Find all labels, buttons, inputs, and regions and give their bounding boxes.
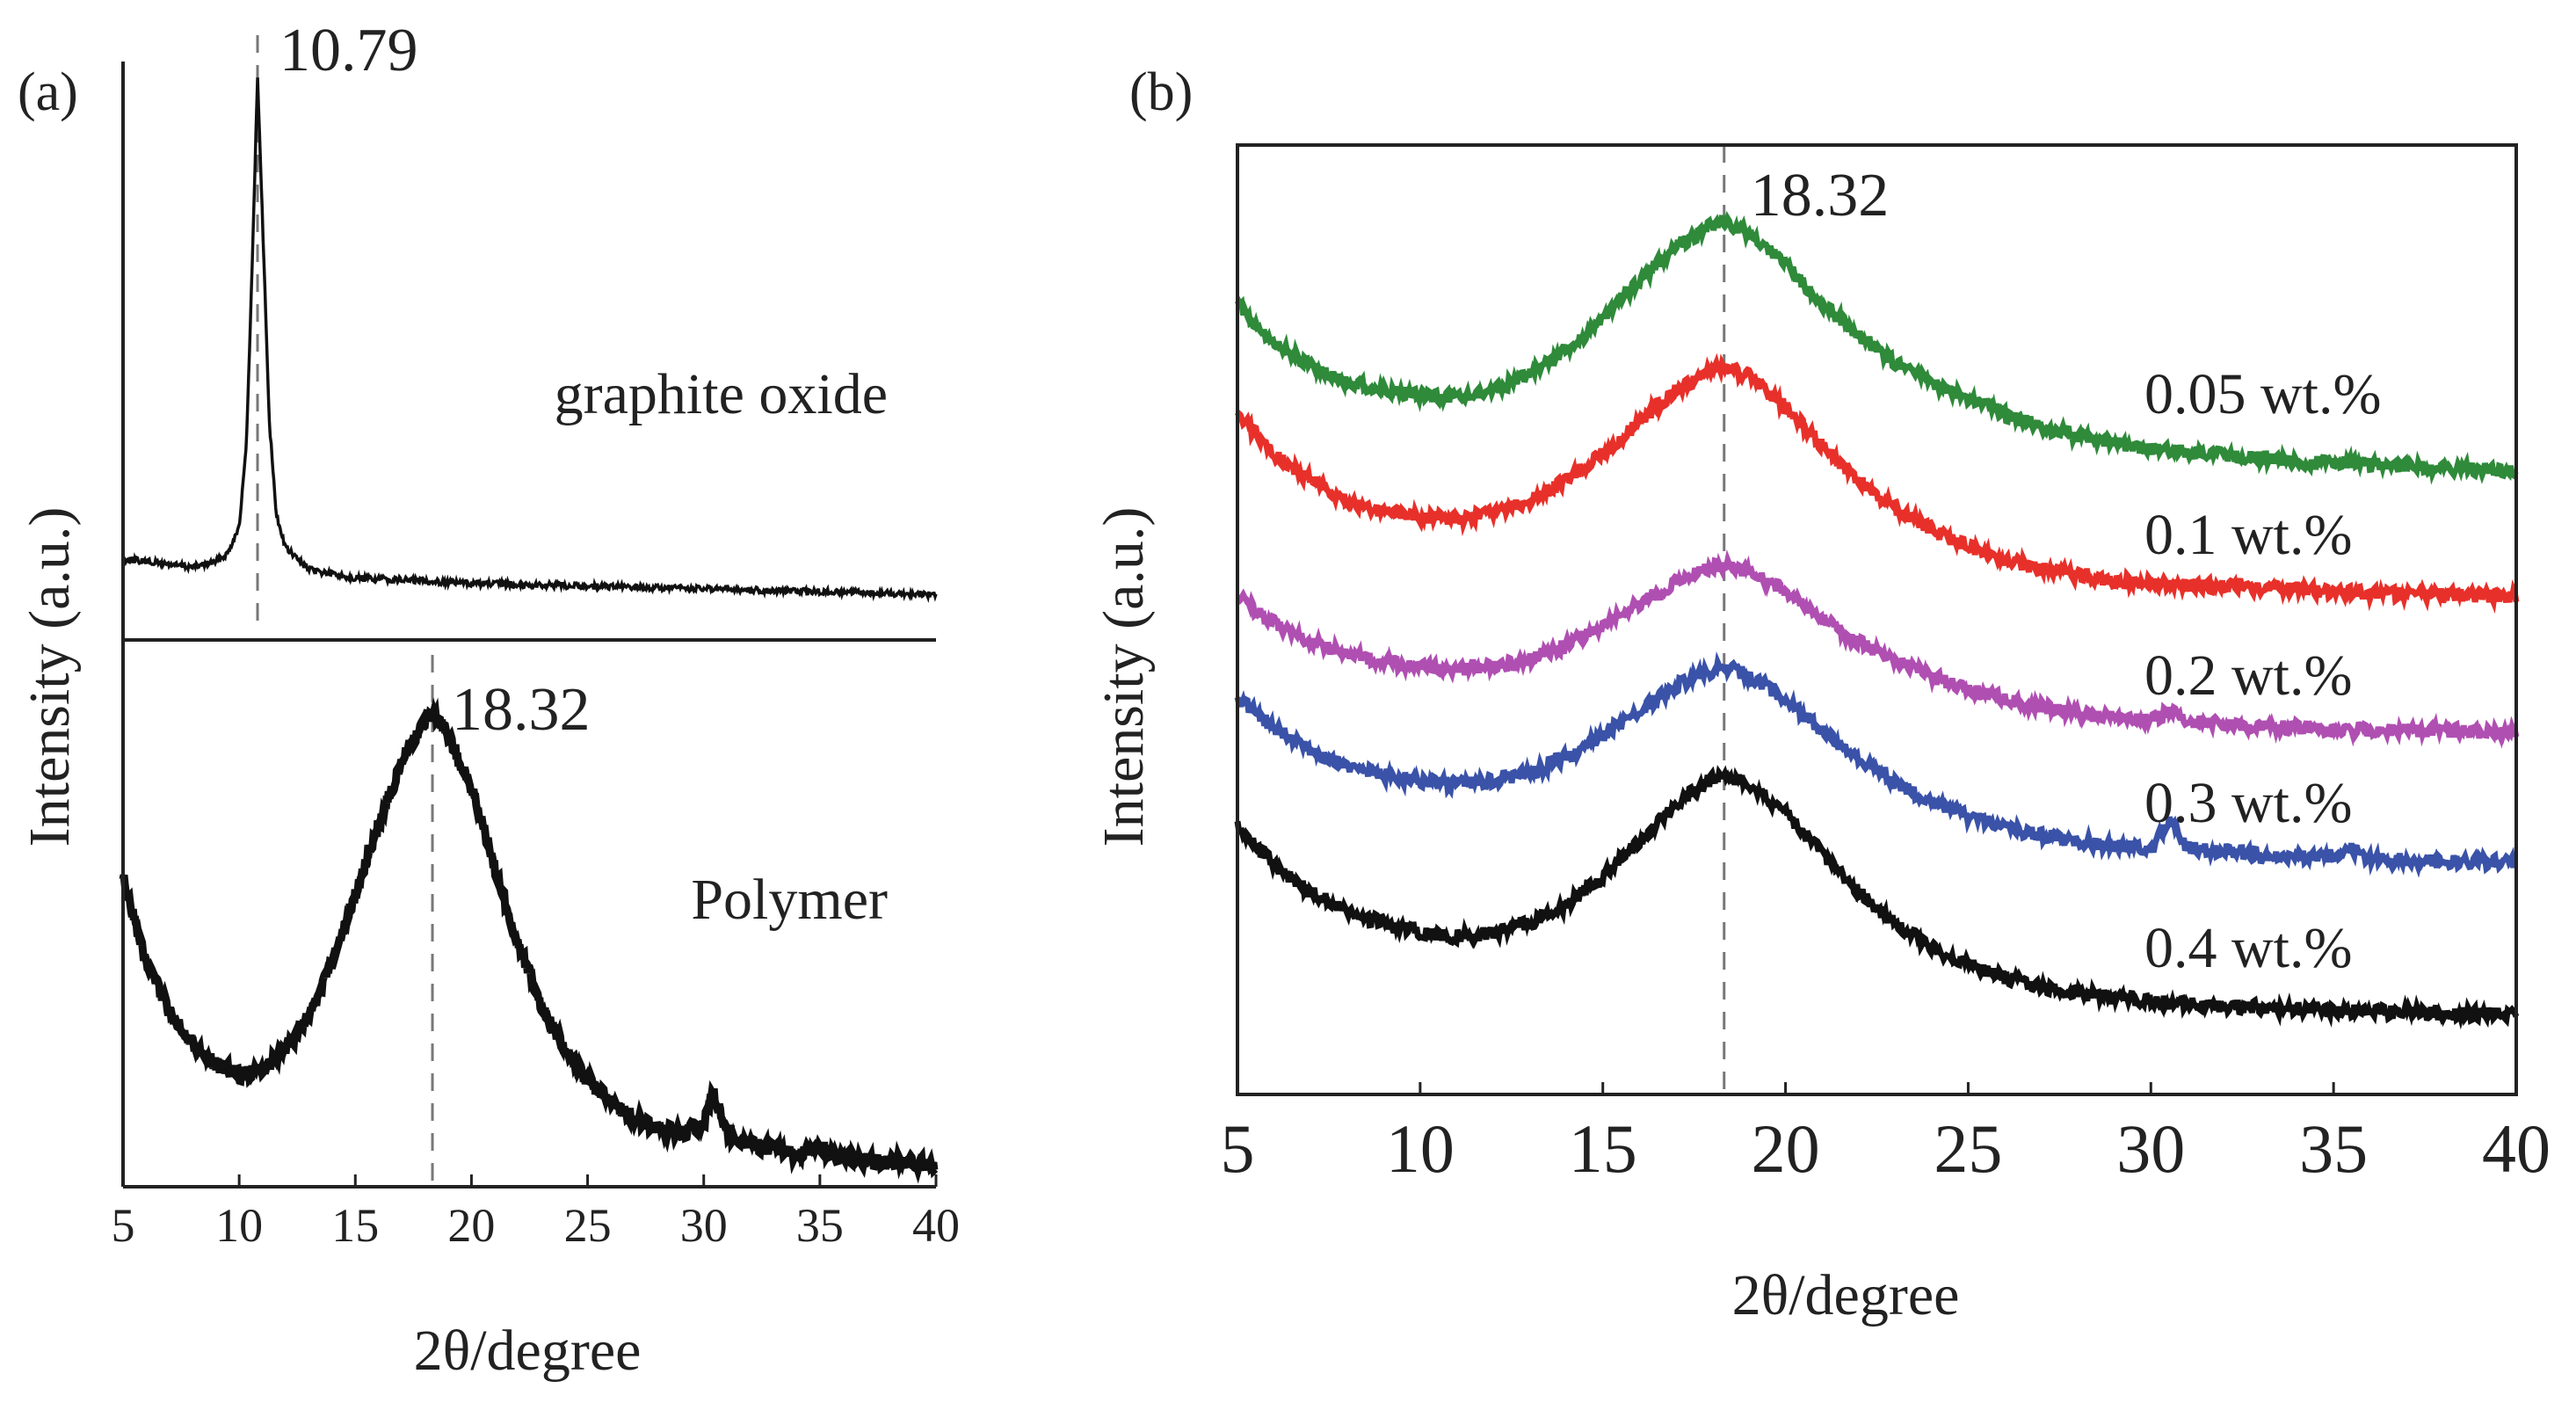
x-tick-label-5: 5 [112,1199,135,1252]
x-tick-label-20: 20 [447,1199,495,1252]
x-tick-label-40: 40 [912,1199,960,1252]
series-line-graphite-oxide [121,77,938,604]
x-tick-label-30: 30 [2116,1110,2185,1187]
series-label-graphite-oxide: graphite oxide [555,362,888,426]
x-tick-label-30: 30 [680,1199,728,1252]
panel-a-subplot-graphite-oxide: 10.79 graphite oxide [121,17,938,631]
x-tick-label-35: 35 [796,1199,844,1252]
peak-label-graphite-oxide: 10.79 [279,17,418,84]
panel-b-x-ticks: 5 10 15 20 25 30 35 40 [1221,1082,2551,1187]
panel-a-ylabel: Intensity (a.u.) [18,507,82,847]
panel-b-series-group [1234,210,2520,1030]
series-line-0-1-wt [1234,353,2520,614]
series-label-polymer: Polymer [691,868,888,932]
series-line-polymer [119,697,939,1184]
panel-b-peak-label: 18.32 [1751,162,1890,229]
peak-label-polymer: 18.32 [452,676,591,744]
x-tick-label-35: 35 [2299,1110,2368,1187]
series-label-0-05-wt: 0.05 wt.% [2144,362,2381,426]
x-tick-label-5: 5 [1221,1110,1255,1187]
x-tick-label-15: 15 [1569,1110,1637,1187]
panel-b-frame [1236,143,2518,1096]
panel-a-subplot-polymer: 18.32 Polymer [119,655,939,1187]
series-line-0-2-wt [1237,549,2520,749]
panel-b-series-labels: 0.05 wt.% 0.1 wt.% 0.2 wt.% 0.3 wt.% 0.4 wt.… [2144,362,2381,980]
x-tick-label-10: 10 [1386,1110,1455,1187]
series-label-0-1-wt: 0.1 wt.% [2144,503,2352,567]
series-line-0-4-wt [1234,765,2520,1030]
panel-b-label: (b) [1129,62,1193,122]
x-tick-label-40: 40 [2482,1110,2551,1187]
series-label-0-3-wt: 0.3 wt.% [2144,771,2352,835]
panel-a-xlabel: 2θ/degree [414,1319,642,1383]
panel-a-x-ticks: 5 10 15 20 25 30 35 40 [112,1174,960,1252]
panel-b-ylabel: Intensity (a.u.) [1092,507,1156,847]
panel-b: (b) Intensity (a.u.) 2θ/degree 5 10 15 20 25… [1092,62,2551,1327]
x-tick-label-10: 10 [215,1199,263,1252]
series-label-0-4-wt: 0.4 wt.% [2144,916,2352,980]
x-tick-label-20: 20 [1752,1110,1820,1187]
series-line-0-05-wt [1234,210,2519,485]
x-tick-label-15: 15 [331,1199,379,1252]
series-label-0-2-wt: 0.2 wt.% [2144,643,2352,708]
panel-a: (a) Intensity (a.u.) 2θ/degree 5 10 15 20 25… [18,17,960,1383]
panel-b-xlabel: 2θ/degree [1732,1263,1960,1327]
panel-a-label: (a) [18,62,78,122]
series-line-0-3-wt [1234,651,2518,878]
x-tick-label-25: 25 [564,1199,612,1252]
x-tick-label-25: 25 [1934,1110,2002,1187]
